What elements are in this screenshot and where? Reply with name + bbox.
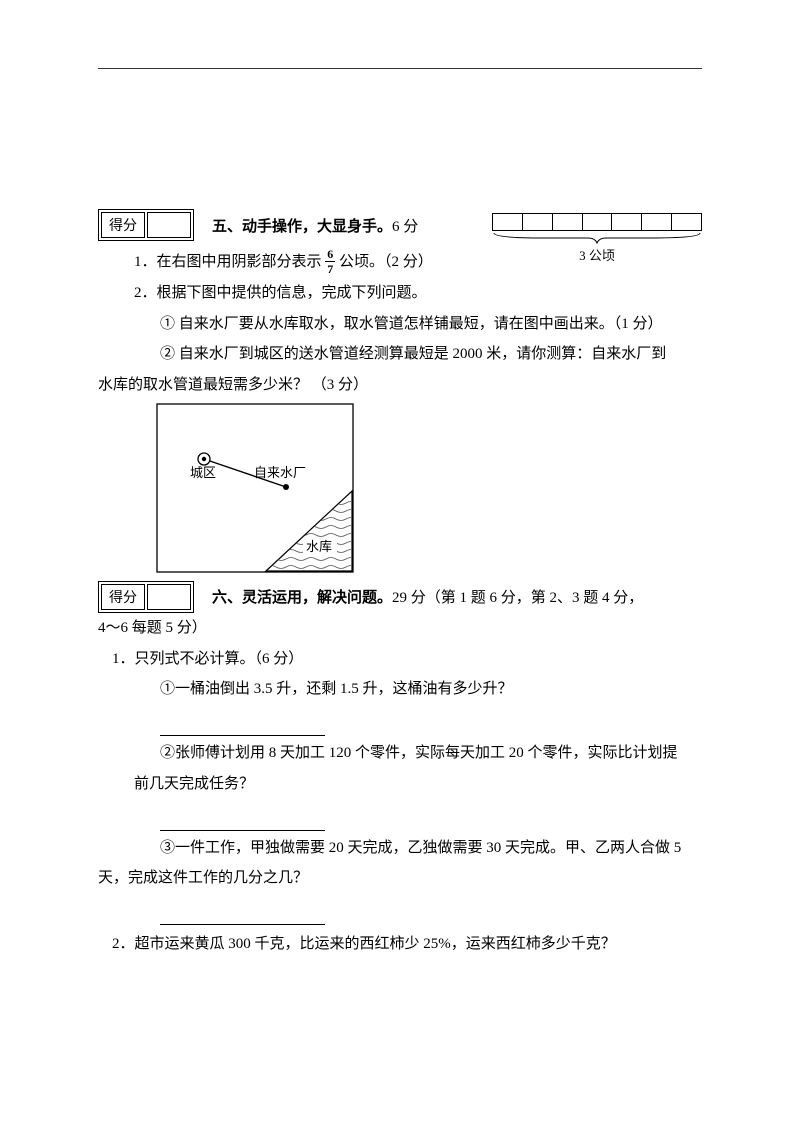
s5-q2-2a: ② 自来水厂到城区的送水管道经测算最短是 2000 米，请你测算：自来水厂到 [98,339,702,370]
score-box-5: 得分 [98,209,194,241]
section-5-title: 五、动手操作，大显身手。6 分 [212,215,418,236]
brace-icon [492,231,702,245]
s5-q2-1: ① 自来水厂要从水库取水，取水管道怎样铺最短，请在图中画出来。（1 分） [98,309,702,340]
map-diagram: 水库 城区 自来水厂 [156,403,354,573]
score-box-6: 得分 [98,581,194,613]
answer-line-3 [160,924,325,925]
reservoir-label: 水库 [306,539,332,554]
score-label: 得分 [101,584,145,610]
score-value-empty [147,584,191,610]
answer-line-1 [160,735,325,736]
s6-q1-3b: 天，完成这件工作的几分之几？ [98,863,702,894]
s6-q1-1: ①一桶油倒出 3.5 升，还剩 1.5 升，这桶油有多少升？ [98,674,702,705]
s6-q2: 2．超市运来黄瓜 300 千克，比运来的西红柿少 25%，运来西红柿多少千克？ [98,929,702,960]
section-6-header: 得分 六、灵活运用，解决问题。29 分（第 1 题 6 分，第 2、3 题 4 … [98,581,702,613]
section-6-title-cont: 4～6 每题 5 分） [98,613,702,644]
section-6-title: 六、灵活运用，解决问题。29 分（第 1 题 6 分，第 2、3 题 4 分， [212,586,643,607]
top-rule [98,68,702,69]
score-label: 得分 [101,212,145,238]
s6-q1-2b: 前几天完成任务？ [98,769,702,800]
city-label: 城区 [190,465,216,480]
s5-q2-2b: 水库的取水管道最短需多少米？ （3 分） [98,370,702,401]
s6-q1: 1．只列式不必计算。（6 分） [98,644,702,675]
answer-line-2 [160,830,325,831]
bar-grid [492,213,702,231]
s5-q2: 2．根据下图中提供的信息，完成下列问题。 [98,278,702,309]
s6-q1-2a: ②张师傅计划用 8 天加工 120 个零件，实际每天加工 20 个零件，实际比计… [98,738,702,769]
bar-diagram: 3 公顷 [492,213,702,264]
page-content: 得分 五、动手操作，大显身手。6 分 3 公顷 1．在右图中用阴影部分表示 67… [98,68,702,960]
score-value-empty [147,212,191,238]
s6-q1-3a: ③一件工作，甲独做需要 20 天完成，乙独做需要 30 天完成。甲、乙两人合做 … [98,833,702,864]
plant-label: 自来水厂 [254,465,306,480]
fraction-6-7: 67 [325,248,335,275]
bar-label: 3 公顷 [492,245,702,264]
